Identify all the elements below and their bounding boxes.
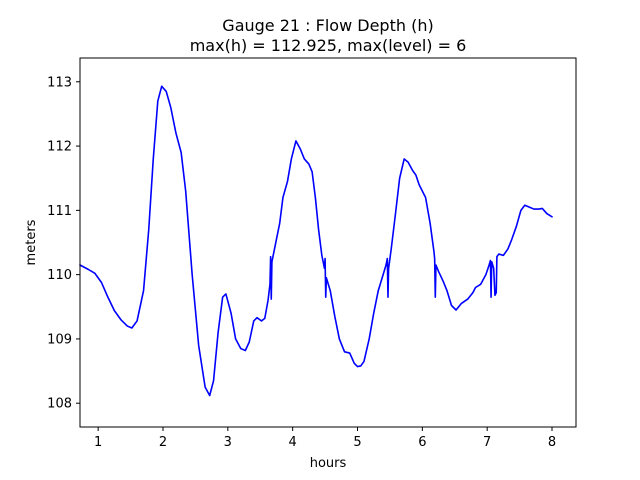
x-tick-label: 7	[483, 435, 491, 450]
chart-title: Gauge 21 : Flow Depth (h)	[222, 16, 433, 35]
y-tick-label: 108	[47, 397, 72, 412]
x-tick-label: 4	[289, 435, 297, 450]
x-tick-label: 5	[353, 435, 361, 450]
y-axis-label: meters	[24, 219, 39, 265]
x-tick-label: 8	[548, 435, 556, 450]
y-tick-label: 111	[47, 204, 72, 219]
chart-subtitle: max(h) = 112.925, max(level) = 6	[190, 36, 467, 55]
y-tick-label: 112	[47, 140, 72, 155]
x-tick-label: 6	[418, 435, 426, 450]
x-tick-label: 1	[94, 435, 102, 450]
y-tick-label: 109	[47, 332, 72, 347]
x-tick-label: 3	[224, 435, 232, 450]
x-axis-ticks: 1 2 3 4 5 6 7 8	[94, 427, 556, 450]
plot-frame	[79, 57, 577, 428]
y-tick-label: 110	[47, 268, 72, 283]
y-tick-label: 113	[47, 75, 72, 90]
series-layer	[79, 85, 553, 397]
series-line-1	[79, 85, 553, 397]
y-axis-ticks: 108 109 110 111 112 113	[47, 75, 80, 412]
plot-area	[80, 58, 576, 427]
plot-background	[80, 58, 576, 427]
x-axis-label: hours	[310, 456, 347, 471]
x-tick-label: 2	[159, 435, 167, 450]
